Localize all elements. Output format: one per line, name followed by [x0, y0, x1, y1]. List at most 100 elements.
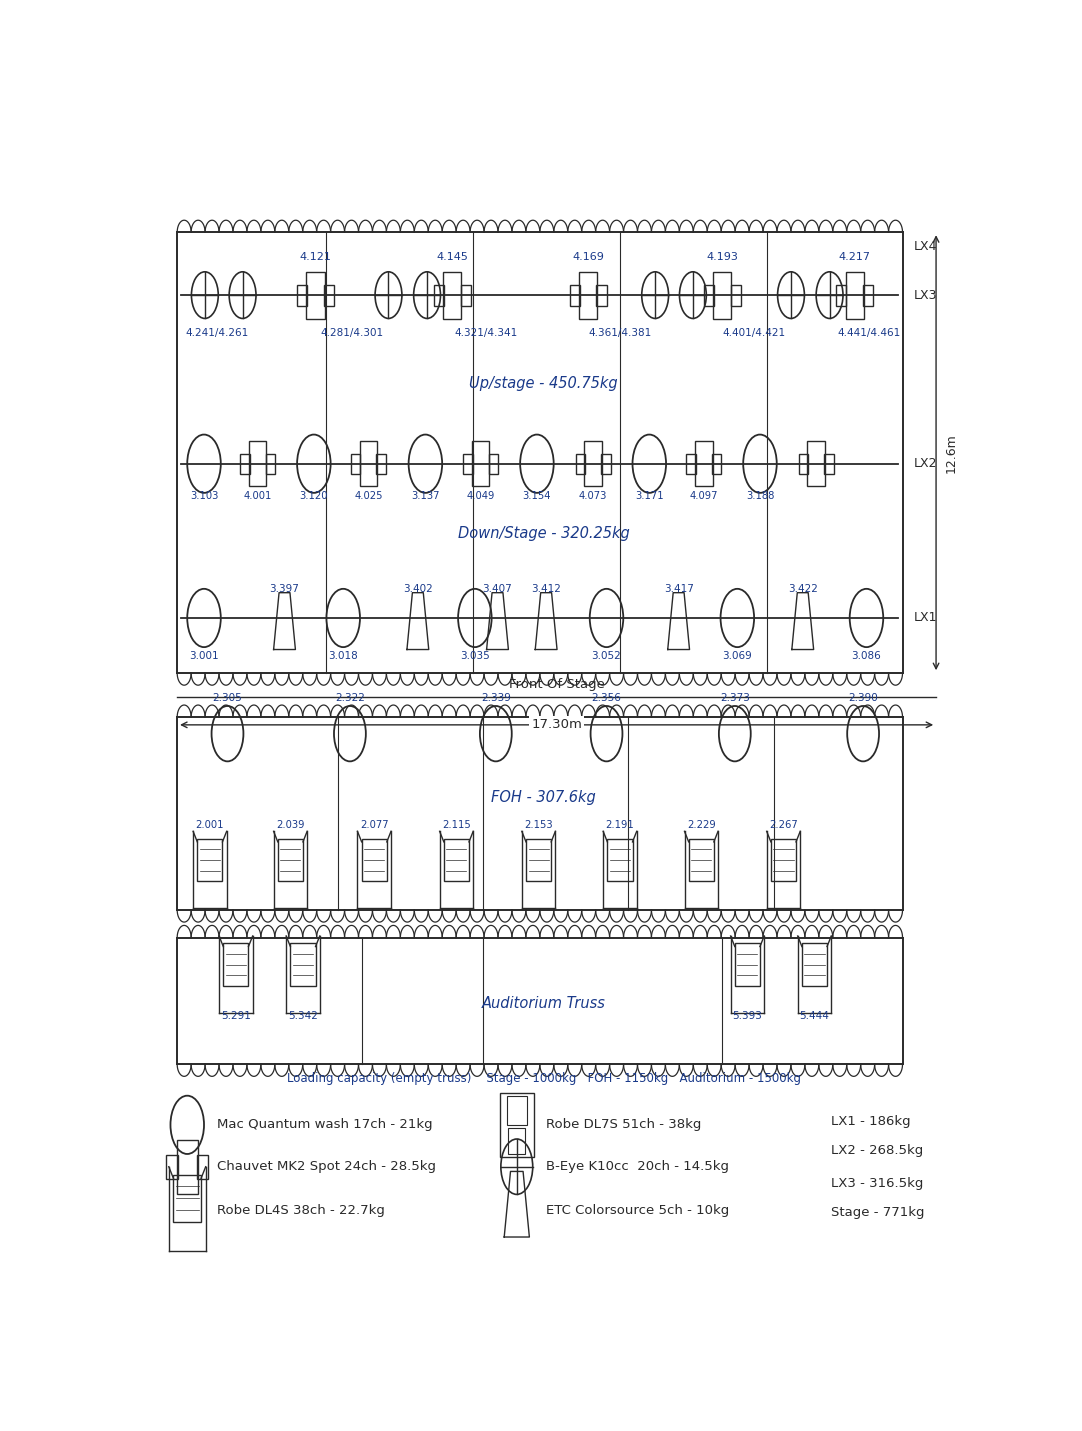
- Bar: [596, 285, 607, 306]
- Bar: [824, 454, 833, 474]
- Text: LX1 - 186kg: LX1 - 186kg: [831, 1115, 911, 1128]
- Bar: [266, 454, 275, 474]
- Bar: [249, 441, 266, 487]
- Text: Robe DL4S 38ch - 22.7kg: Robe DL4S 38ch - 22.7kg: [216, 1205, 384, 1218]
- Bar: [689, 839, 714, 881]
- Text: Chauvet MK2 Spot 24ch - 28.5kg: Chauvet MK2 Spot 24ch - 28.5kg: [216, 1161, 436, 1173]
- Text: 5.291: 5.291: [221, 1012, 251, 1022]
- Text: 4.321/4.341: 4.321/4.341: [454, 328, 517, 338]
- Text: 3.412: 3.412: [531, 584, 562, 594]
- Text: Mac Quantum wash 17ch - 21kg: Mac Quantum wash 17ch - 21kg: [216, 1119, 432, 1132]
- Bar: [197, 839, 223, 881]
- Bar: [463, 454, 473, 474]
- Text: 3.422: 3.422: [788, 584, 818, 594]
- Bar: [799, 454, 808, 474]
- Bar: [166, 1155, 177, 1179]
- Bar: [443, 272, 461, 319]
- Bar: [863, 285, 873, 306]
- Text: Robe DL7S 51ch - 38kg: Robe DL7S 51ch - 38kg: [546, 1119, 701, 1132]
- Bar: [444, 839, 469, 881]
- Text: 4.121: 4.121: [300, 252, 331, 262]
- Text: Up/stage - 450.75kg: Up/stage - 450.75kg: [470, 376, 618, 391]
- Text: 4.193: 4.193: [707, 252, 738, 262]
- Text: 3.137: 3.137: [411, 491, 439, 501]
- Bar: [735, 943, 760, 986]
- Text: Front Of Stage: Front Of Stage: [509, 678, 605, 691]
- Bar: [223, 943, 249, 986]
- Text: LX2 - 268.5kg: LX2 - 268.5kg: [831, 1143, 924, 1156]
- Text: 3.402: 3.402: [403, 584, 433, 594]
- Bar: [377, 454, 386, 474]
- Text: 3.188: 3.188: [745, 491, 774, 501]
- Text: B-Eye K10cc  20ch - 14.5kg: B-Eye K10cc 20ch - 14.5kg: [546, 1161, 729, 1173]
- Text: 3.035: 3.035: [460, 651, 490, 661]
- Text: 5.342: 5.342: [288, 1012, 318, 1022]
- Text: ETC Colorsource 5ch - 10kg: ETC Colorsource 5ch - 10kg: [546, 1205, 729, 1218]
- Text: 2.153: 2.153: [525, 820, 553, 830]
- Bar: [278, 839, 303, 881]
- Bar: [730, 285, 741, 306]
- Bar: [298, 285, 307, 306]
- Text: 3.171: 3.171: [635, 491, 663, 501]
- Text: LX3 - 316.5kg: LX3 - 316.5kg: [831, 1176, 924, 1189]
- Bar: [584, 441, 602, 487]
- Bar: [695, 441, 713, 487]
- Text: 5.393: 5.393: [733, 1012, 763, 1022]
- Bar: [173, 1175, 201, 1222]
- Text: 5.444: 5.444: [800, 1012, 830, 1022]
- Bar: [361, 839, 387, 881]
- Bar: [176, 1139, 198, 1193]
- Text: 2.229: 2.229: [687, 820, 715, 830]
- Text: 2.356: 2.356: [592, 693, 621, 703]
- Text: 3.397: 3.397: [269, 584, 300, 594]
- Bar: [351, 454, 360, 474]
- Text: 3.069: 3.069: [723, 651, 752, 661]
- Bar: [713, 272, 731, 319]
- Text: LX3: LX3: [913, 289, 937, 302]
- Text: 2.339: 2.339: [480, 693, 511, 703]
- Text: 4.401/4.421: 4.401/4.421: [723, 328, 786, 338]
- Text: Auditorium Truss: Auditorium Truss: [481, 996, 606, 1012]
- Bar: [770, 839, 796, 881]
- Text: 3.154: 3.154: [523, 491, 551, 501]
- Text: 3.103: 3.103: [189, 491, 219, 501]
- Text: 17.30m: 17.30m: [531, 718, 582, 731]
- Bar: [576, 454, 585, 474]
- Bar: [807, 441, 824, 487]
- Bar: [197, 1155, 209, 1179]
- Text: Loading capacity (empty truss)    Stage - 1000kg   FOH - 1150kg   Auditorium - 1: Loading capacity (empty truss) Stage - 1…: [287, 1072, 801, 1085]
- Bar: [686, 454, 696, 474]
- Text: LX2: LX2: [913, 458, 937, 471]
- Text: 2.305: 2.305: [213, 693, 242, 703]
- Bar: [845, 272, 863, 319]
- Bar: [290, 943, 316, 986]
- Text: 4.241/4.261: 4.241/4.261: [186, 328, 249, 338]
- Bar: [836, 285, 846, 306]
- Text: 4.097: 4.097: [689, 491, 718, 501]
- Text: 3.052: 3.052: [592, 651, 621, 661]
- Text: 4.073: 4.073: [579, 491, 607, 501]
- Bar: [240, 454, 250, 474]
- Text: 2.267: 2.267: [769, 820, 797, 830]
- Text: 12.6m: 12.6m: [945, 432, 958, 472]
- Text: 4.025: 4.025: [354, 491, 383, 501]
- Text: FOH - 307.6kg: FOH - 307.6kg: [491, 790, 596, 806]
- Text: 2.077: 2.077: [360, 820, 388, 830]
- Text: 3.120: 3.120: [300, 491, 328, 501]
- Bar: [434, 285, 444, 306]
- Text: 4.169: 4.169: [572, 252, 604, 262]
- Text: 4.361/4.381: 4.361/4.381: [589, 328, 651, 338]
- Bar: [500, 1093, 533, 1156]
- Text: 2.001: 2.001: [196, 820, 224, 830]
- Text: 2.115: 2.115: [443, 820, 471, 830]
- Bar: [359, 441, 378, 487]
- Text: 2.322: 2.322: [335, 693, 365, 703]
- Bar: [569, 285, 580, 306]
- Bar: [509, 1128, 525, 1153]
- Text: LX1: LX1: [913, 611, 937, 624]
- Text: 4.441/4.461: 4.441/4.461: [837, 328, 900, 338]
- Text: 2.390: 2.390: [848, 693, 878, 703]
- Bar: [324, 285, 334, 306]
- Bar: [526, 839, 551, 881]
- Bar: [472, 441, 489, 487]
